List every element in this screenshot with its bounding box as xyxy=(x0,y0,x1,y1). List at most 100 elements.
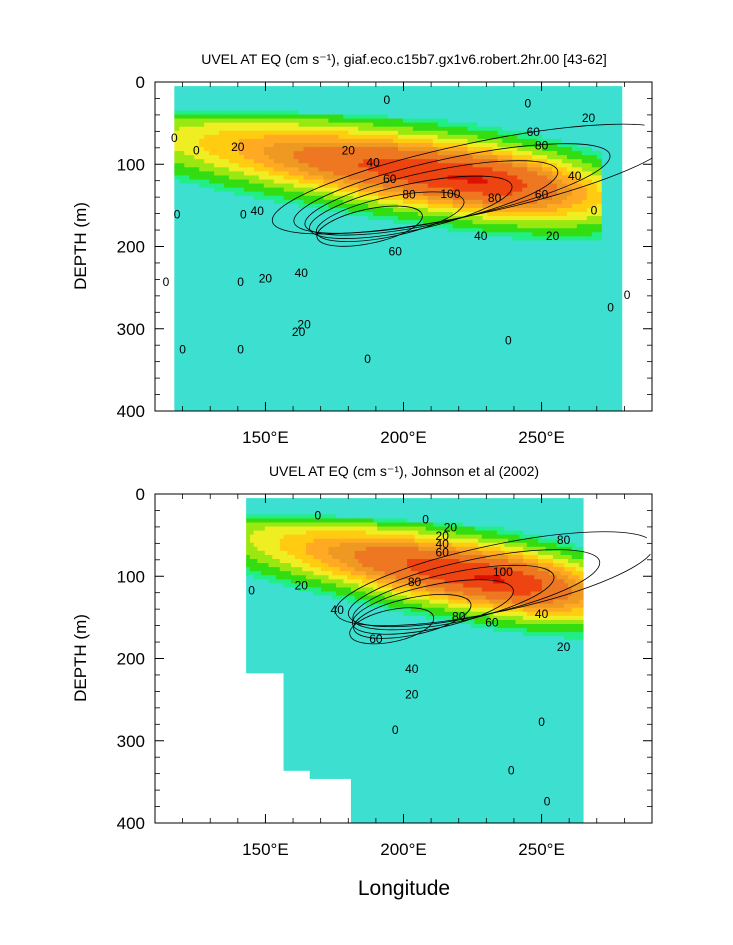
contour-cell xyxy=(298,187,305,193)
contour-cell xyxy=(606,256,613,262)
contour-cell xyxy=(303,212,310,217)
contour-cell xyxy=(586,285,593,290)
contour-cell xyxy=(313,256,320,262)
contour-cell xyxy=(532,297,538,302)
contour-cell xyxy=(368,134,374,140)
contour-cell xyxy=(328,102,334,108)
contour-cell xyxy=(368,195,374,201)
contour-cell xyxy=(328,224,334,229)
contour-cell xyxy=(393,110,399,116)
contour-cell xyxy=(502,98,508,103)
contour-cell xyxy=(571,102,578,108)
contour-cell xyxy=(517,122,523,128)
contour-cell xyxy=(611,236,618,242)
contour-cell xyxy=(576,134,583,140)
contour-cell xyxy=(467,248,474,254)
contour-cell xyxy=(586,106,593,112)
contour-cell xyxy=(407,134,414,140)
contour-cell xyxy=(204,159,210,164)
contour-cell xyxy=(273,114,280,120)
contour-cell xyxy=(407,268,414,274)
contour-cell xyxy=(333,276,339,282)
contour-cell xyxy=(552,90,558,95)
contour-cell xyxy=(313,199,320,205)
contour-cell xyxy=(273,212,280,217)
contour-cell xyxy=(576,199,583,205)
contour-cell xyxy=(248,110,255,116)
contour-cell xyxy=(318,199,325,205)
contour-cell xyxy=(288,297,295,302)
contour-cell xyxy=(303,297,310,302)
contour-cell xyxy=(616,147,623,152)
contour-cell xyxy=(472,285,479,290)
contour-cell xyxy=(338,151,344,156)
contour-cell xyxy=(323,309,329,315)
contour-cell xyxy=(417,276,424,282)
contour-cell xyxy=(517,191,523,197)
contour-cell xyxy=(532,126,538,132)
contour-cell xyxy=(268,285,275,290)
contour-cell xyxy=(616,98,623,103)
contour-cell xyxy=(397,126,404,132)
contour-cell xyxy=(616,130,623,136)
contour-cell xyxy=(566,171,573,177)
contour-cell xyxy=(194,155,200,160)
contour-cell xyxy=(273,94,280,99)
contour-cell xyxy=(343,297,349,302)
contour-cell xyxy=(328,248,334,254)
contour-cell xyxy=(507,114,513,120)
contour-cell xyxy=(581,118,588,124)
contour-cell xyxy=(482,281,489,286)
contour-cell xyxy=(576,281,583,286)
contour-cell xyxy=(373,155,379,160)
contour-cell xyxy=(308,114,315,120)
contour-cell xyxy=(303,220,310,225)
contour-cell xyxy=(338,285,344,290)
contour-cell xyxy=(427,301,434,307)
contour-cell xyxy=(427,179,434,185)
contour-cell xyxy=(542,191,548,197)
contour-cell xyxy=(373,118,379,124)
contour-cell xyxy=(601,305,608,311)
contour-cell xyxy=(258,228,265,233)
contour-cell xyxy=(462,171,469,177)
contour-cell xyxy=(402,175,409,181)
contour-cell xyxy=(522,175,528,181)
contour-cell xyxy=(333,264,339,270)
contour-cell xyxy=(616,126,623,132)
contour-cell xyxy=(308,159,315,164)
contour-cell xyxy=(462,207,469,213)
contour-cell xyxy=(174,159,180,164)
contour-cell xyxy=(487,114,494,120)
contour-cell xyxy=(472,147,479,152)
contour-cell xyxy=(606,224,613,229)
contour-cell xyxy=(442,248,449,254)
contour-cell xyxy=(318,268,325,274)
contour-cell xyxy=(368,98,374,103)
contour-cell xyxy=(179,203,185,209)
contour-cell xyxy=(611,159,618,164)
contour-cell xyxy=(532,301,538,307)
contour-cell xyxy=(204,240,210,246)
contour-cell xyxy=(348,203,354,209)
contour-cell xyxy=(388,163,394,168)
contour-cell xyxy=(328,175,334,181)
contour-cell xyxy=(447,276,454,282)
contour-cell xyxy=(303,167,310,172)
contour-cell xyxy=(219,110,225,116)
contour-cell xyxy=(338,142,344,148)
contour-cell xyxy=(477,187,484,193)
contour-cell xyxy=(368,130,374,136)
contour-cell xyxy=(219,151,225,156)
contour-cell xyxy=(517,187,523,193)
contour-cell xyxy=(537,276,543,282)
contour-cell xyxy=(487,260,494,266)
contour-cell xyxy=(388,309,394,315)
contour-cell xyxy=(601,256,608,262)
contour-cell xyxy=(318,122,325,128)
contour-cell xyxy=(373,90,379,95)
contour-cell xyxy=(611,134,618,140)
contour-cell xyxy=(417,138,424,144)
contour-cell xyxy=(611,118,618,124)
contour-cell xyxy=(452,281,459,286)
